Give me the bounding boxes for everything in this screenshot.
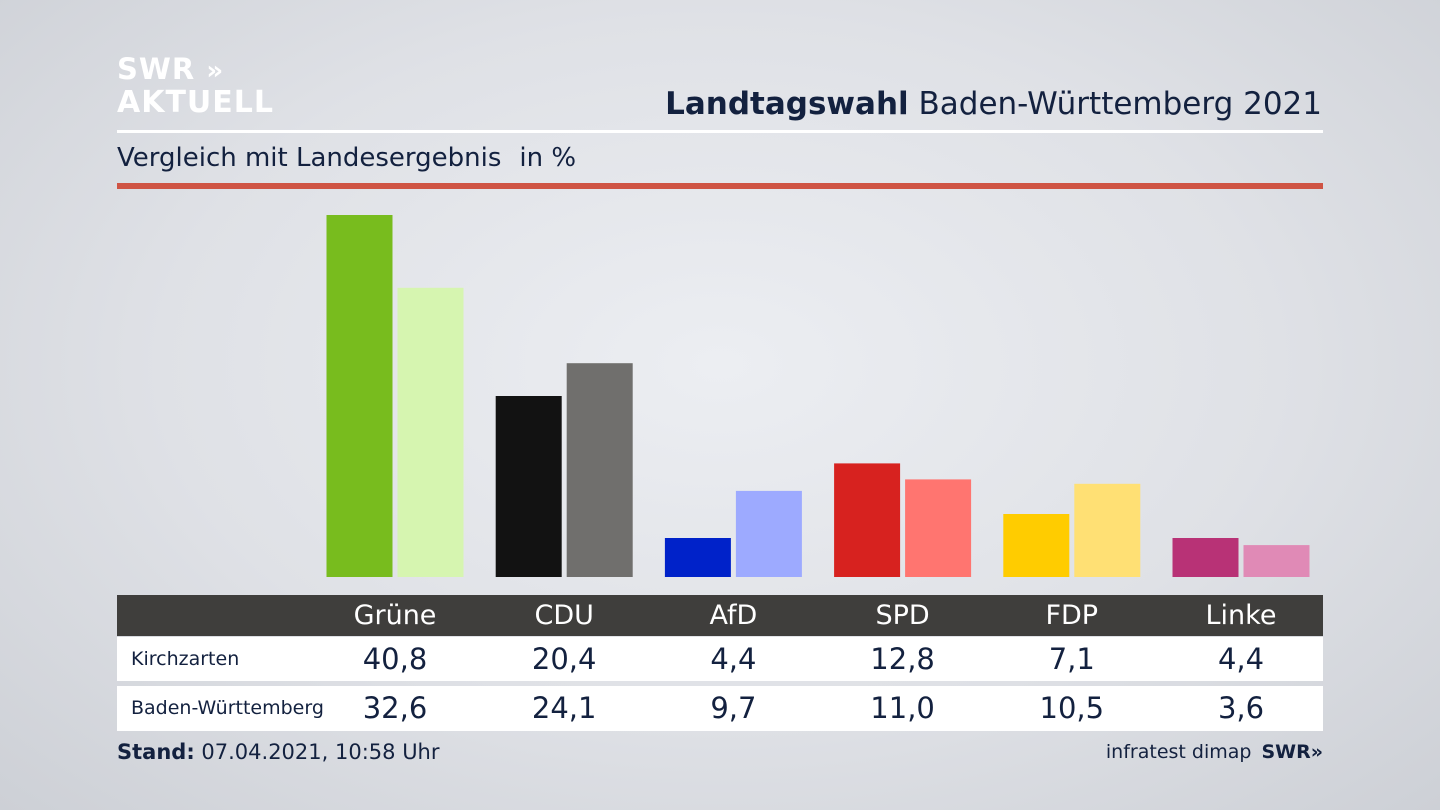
value-fdp-kirchzarten: 7,1 bbox=[1048, 642, 1095, 676]
bar-fdp-kirchzarten bbox=[1003, 514, 1070, 577]
subtitle-text: Vergleich mit Landesergebnis bbox=[117, 143, 502, 173]
source-name: infratest dimap bbox=[1105, 741, 1252, 763]
table-row-baden-wuerttemberg: Baden-Württemberg 32,6 24,1 9,7 11,0 10,5 3,6 bbox=[117, 686, 1323, 731]
table-row-kirchzarten: Kirchzarten 40,8 20,4 4,4 12,8 7,1 4,4 bbox=[117, 637, 1323, 681]
category-label-spd: SPD bbox=[875, 600, 930, 631]
bar-cdu-kirchzarten bbox=[495, 396, 562, 577]
value-spd-baden-wuerttemberg: 11,0 bbox=[870, 691, 935, 725]
value-fdp-baden-wuerttemberg: 10,5 bbox=[1039, 691, 1105, 725]
value-gruene-kirchzarten: 40,8 bbox=[362, 642, 428, 676]
bar-cdu-baden-wuerttemberg bbox=[566, 363, 633, 577]
bar-gruene-kirchzarten bbox=[326, 215, 393, 577]
bar-linke-baden-wuerttemberg bbox=[1243, 545, 1310, 577]
value-cdu-baden-wuerttemberg: 24,1 bbox=[531, 691, 597, 725]
bar-afd-baden-wuerttemberg bbox=[735, 490, 802, 577]
row-label: Kirchzarten bbox=[131, 648, 240, 670]
bar-fdp-baden-wuerttemberg bbox=[1074, 483, 1141, 577]
timestamp-value: 07.04.2021, 10:58 Uhr bbox=[201, 740, 440, 764]
value-linke-kirchzarten: 4,4 bbox=[1217, 642, 1265, 676]
source-credit: infratest dimap SWR» bbox=[1106, 741, 1323, 763]
category-label-afd: AfD bbox=[709, 600, 758, 631]
bar-chart bbox=[326, 215, 1310, 577]
value-linke-baden-wuerttemberg: 3,6 bbox=[1217, 691, 1265, 725]
swr-aktuell-logo: SWR » AKTUELL bbox=[117, 52, 275, 120]
row-label: Baden-Württemberg bbox=[131, 697, 324, 719]
category-label-gruene: Grüne bbox=[353, 600, 437, 631]
value-afd-kirchzarten: 4,4 bbox=[710, 642, 757, 676]
value-cdu-kirchzarten: 20,4 bbox=[531, 642, 597, 676]
swr-logo: SWR» bbox=[1261, 741, 1323, 763]
timestamp-label: Stand: bbox=[117, 740, 195, 764]
bar-afd-kirchzarten bbox=[664, 538, 731, 577]
title-rest: Baden-Württemberg 2021 bbox=[918, 86, 1322, 122]
page-title: Landtagswahl Baden-Württemberg 2021 bbox=[665, 86, 1322, 122]
category-label-linke: Linke bbox=[1205, 600, 1277, 631]
category-label-cdu: CDU bbox=[534, 600, 594, 631]
title-divider bbox=[117, 130, 1323, 133]
bar-spd-baden-wuerttemberg bbox=[905, 479, 972, 577]
bar-spd-kirchzarten bbox=[834, 463, 901, 577]
subtitle-divider bbox=[117, 183, 1323, 189]
category-label-fdp: FDP bbox=[1045, 600, 1099, 631]
bar-gruene-baden-wuerttemberg bbox=[397, 287, 464, 577]
value-spd-kirchzarten: 12,8 bbox=[870, 642, 935, 676]
bar-linke-kirchzarten bbox=[1172, 538, 1239, 577]
table-header-row: Grüne CDU AfD SPD FDP Linke bbox=[117, 595, 1323, 636]
subtitle-unit: in % bbox=[519, 143, 577, 173]
value-gruene-baden-wuerttemberg: 32,6 bbox=[362, 691, 428, 725]
results-table: Grüne CDU AfD SPD FDP Linke Kirchzarten 40,8 20… bbox=[117, 595, 1323, 731]
chart-subtitle: Vergleich mit Landesergebnis in % bbox=[117, 143, 576, 173]
timestamp: Stand: 07.04.2021, 10:58 Uhr bbox=[117, 740, 440, 764]
value-afd-baden-wuerttemberg: 9,7 bbox=[710, 691, 757, 725]
title-bold: Landtagswahl bbox=[665, 86, 909, 122]
